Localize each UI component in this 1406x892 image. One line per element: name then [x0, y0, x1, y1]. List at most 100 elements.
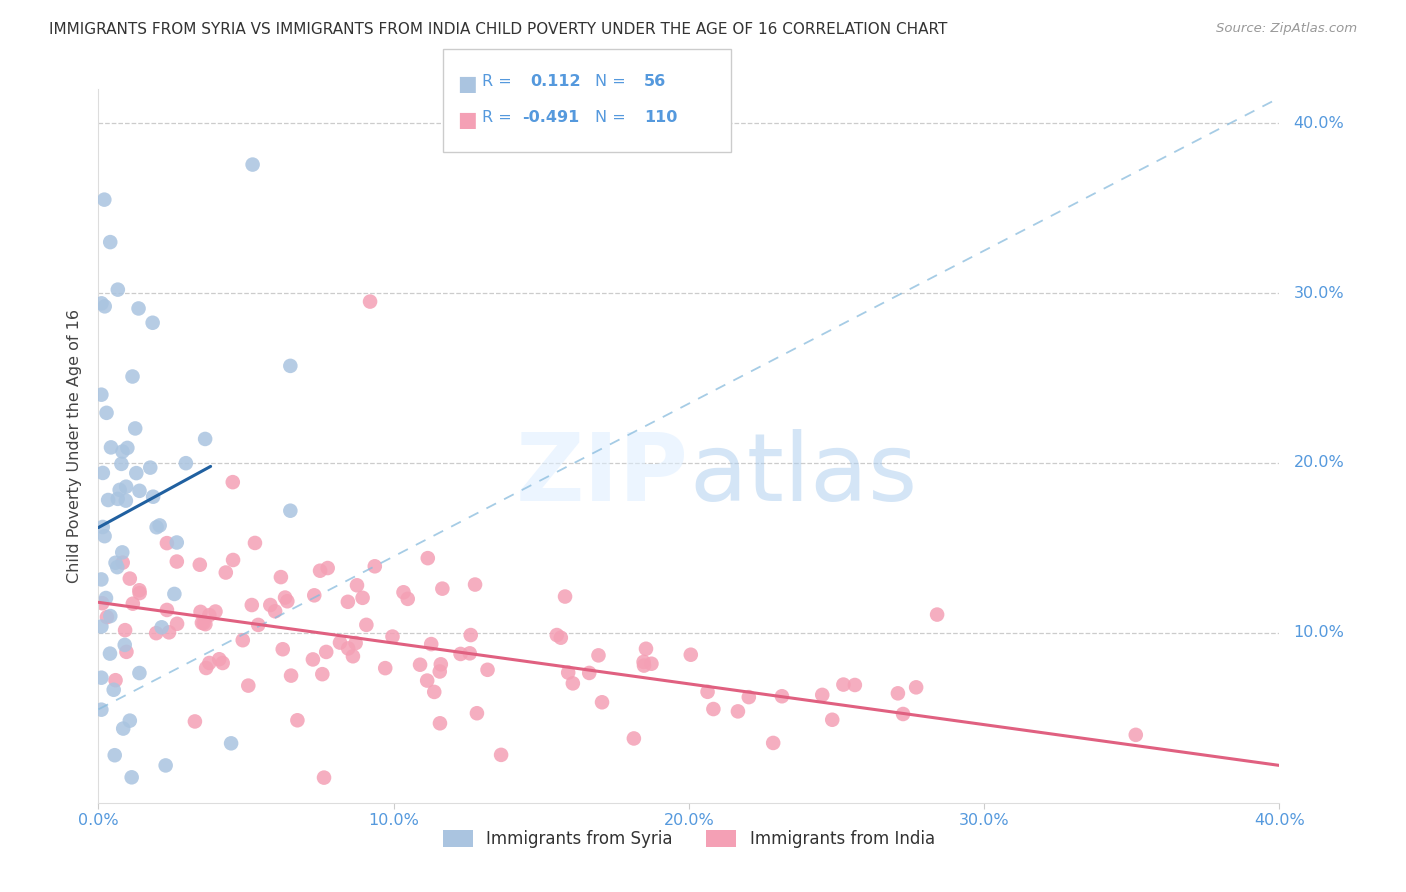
Point	[191, 615, 214, 630]
Point	[416, 551, 439, 566]
Point	[337, 641, 360, 656]
Point	[121, 770, 143, 784]
Text: 20.0%: 20.0%	[1294, 456, 1344, 470]
Point	[316, 561, 339, 575]
Point	[887, 686, 910, 700]
Point	[124, 421, 146, 435]
Point	[432, 582, 454, 596]
Point	[280, 359, 302, 373]
Point	[696, 685, 718, 699]
Point	[238, 679, 260, 693]
Point	[111, 545, 134, 559]
Point	[112, 722, 135, 736]
Point	[118, 714, 141, 728]
Point	[139, 460, 162, 475]
Point	[259, 598, 281, 612]
Point	[271, 642, 294, 657]
Point	[98, 647, 121, 661]
Point	[156, 603, 179, 617]
Point	[90, 573, 112, 587]
Point	[315, 645, 337, 659]
Point	[396, 591, 419, 606]
Point	[98, 235, 121, 249]
Point	[359, 294, 381, 309]
Point	[312, 771, 335, 785]
Text: 10.0%: 10.0%	[1294, 625, 1344, 640]
Point	[128, 583, 150, 598]
Point	[90, 296, 112, 310]
Point	[247, 618, 270, 632]
Point	[105, 560, 128, 574]
Point	[96, 406, 118, 420]
Point	[100, 441, 122, 455]
Point	[166, 555, 188, 569]
Point	[336, 595, 359, 609]
Point	[157, 625, 180, 640]
Point	[465, 706, 488, 721]
Point	[194, 617, 217, 632]
Point	[346, 578, 368, 592]
Point	[460, 628, 482, 642]
Point	[114, 623, 136, 637]
Point	[927, 607, 949, 622]
Point	[111, 444, 134, 458]
Point	[762, 736, 785, 750]
Text: N =: N =	[595, 110, 626, 125]
Text: ■: ■	[457, 110, 477, 129]
Point	[107, 283, 129, 297]
Point	[91, 520, 114, 534]
Point	[727, 705, 749, 719]
Point	[811, 688, 834, 702]
Point	[142, 316, 165, 330]
Point	[93, 529, 115, 543]
Point	[352, 591, 374, 605]
Point	[104, 556, 127, 570]
Point	[640, 657, 662, 671]
Point	[93, 193, 115, 207]
Point	[623, 731, 645, 746]
Point	[420, 637, 443, 651]
Point	[115, 645, 138, 659]
Point	[118, 572, 141, 586]
Point	[458, 646, 481, 660]
Text: N =: N =	[595, 74, 626, 89]
Point	[550, 631, 572, 645]
Point	[184, 714, 207, 729]
Point	[423, 685, 446, 699]
Point	[679, 648, 702, 662]
Point	[115, 480, 138, 494]
Point	[142, 490, 165, 504]
Legend: Immigrants from Syria, Immigrants from India: Immigrants from Syria, Immigrants from I…	[436, 823, 942, 855]
Point	[211, 656, 233, 670]
Point	[204, 605, 226, 619]
Point	[104, 748, 127, 763]
Point	[193, 616, 215, 631]
Point	[429, 665, 451, 679]
Point	[276, 594, 298, 608]
Point	[634, 641, 657, 656]
Point	[90, 619, 112, 633]
Point	[111, 556, 134, 570]
Point	[222, 475, 245, 490]
Text: 0.112: 0.112	[530, 74, 581, 89]
Point	[546, 628, 568, 642]
Point	[430, 657, 453, 672]
Point	[329, 635, 352, 649]
Point	[125, 466, 148, 480]
Point	[96, 610, 118, 624]
Point	[90, 671, 112, 685]
Text: R =: R =	[482, 110, 512, 125]
Text: ZIP: ZIP	[516, 428, 689, 521]
Point	[702, 702, 724, 716]
Point	[242, 157, 264, 171]
Point	[163, 587, 186, 601]
Point	[108, 483, 131, 497]
Text: R =: R =	[482, 74, 512, 89]
Point	[188, 558, 211, 572]
Point	[91, 596, 114, 610]
Point	[110, 457, 132, 471]
Point	[90, 387, 112, 401]
Point	[489, 747, 512, 762]
Point	[240, 598, 263, 612]
Text: 56: 56	[644, 74, 666, 89]
